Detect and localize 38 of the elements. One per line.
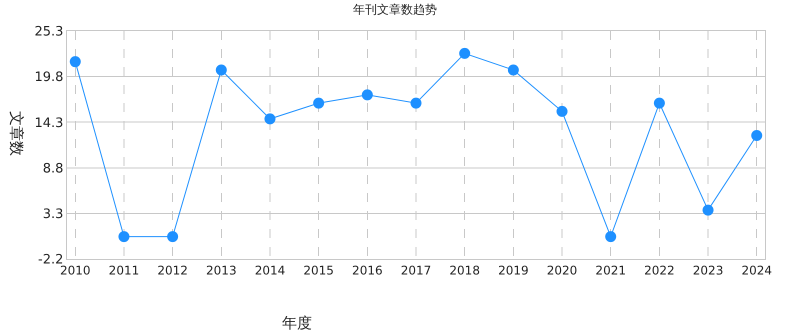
point [313, 98, 324, 109]
x-tick-label: 2011 [108, 263, 140, 278]
point [362, 89, 373, 100]
y-tick-label: 19.8 [34, 70, 64, 86]
x-tick-label: 2014 [254, 263, 286, 278]
point [118, 231, 130, 242]
point [167, 231, 178, 242]
x-tick-label: 2016 [352, 263, 383, 278]
x-tick-label: 2010 [60, 263, 91, 278]
x-tick-label: 2022 [644, 263, 675, 278]
point [459, 48, 470, 59]
point [216, 64, 227, 76]
y-tick-label: 3.3 [42, 206, 64, 222]
point [751, 130, 762, 141]
x-tick-label: 2021 [595, 263, 626, 278]
point [702, 204, 714, 216]
x-tick-label: 2024 [741, 263, 772, 278]
point [410, 98, 422, 109]
x-axis-title: 年度 [282, 314, 312, 330]
y-tick-label: 14.3 [34, 116, 64, 131]
x-tick-label: 2023 [692, 263, 724, 278]
x-tick-label: 2019 [498, 263, 529, 278]
point [605, 231, 616, 242]
x-tick-label: 2012 [157, 263, 188, 278]
point [508, 64, 519, 76]
point [264, 113, 276, 124]
y-axis-title: 文章数 [7, 110, 26, 156]
x-tick-label: 2015 [303, 263, 334, 278]
y-tick-label: 8.8 [42, 161, 64, 176]
x-tick-label: 2017 [400, 263, 432, 278]
point [556, 106, 568, 117]
x-tick-label: 2020 [546, 263, 578, 278]
x-tick-label: 2013 [206, 263, 237, 278]
x-tick-label: 2018 [449, 263, 480, 278]
point [70, 56, 81, 68]
chart-title: 年刊文章数趋势 [353, 2, 437, 16]
y-tick-label: 25.3 [34, 24, 64, 40]
point [654, 98, 665, 109]
